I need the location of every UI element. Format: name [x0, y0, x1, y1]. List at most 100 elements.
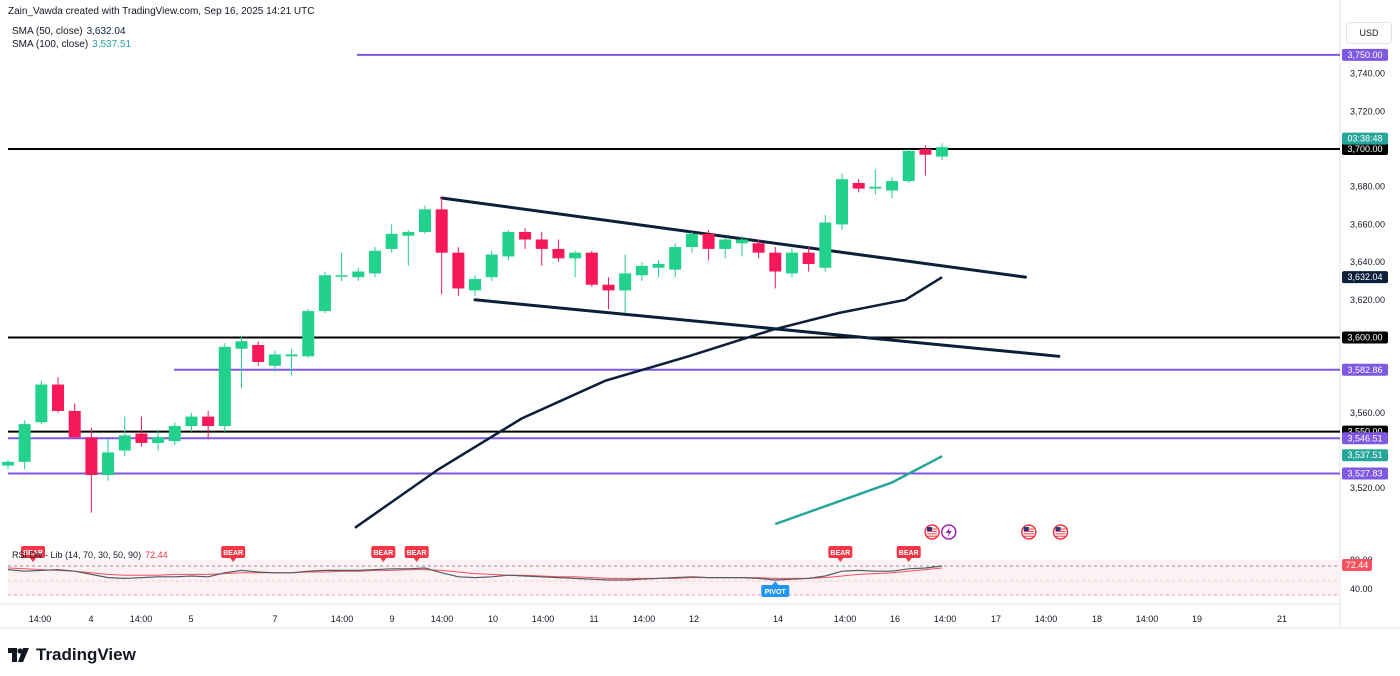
candle[interactable]: [2, 459, 14, 470]
candle[interactable]: [552, 239, 565, 263]
rsi-signal-pivot[interactable]: PIVOT: [761, 581, 790, 597]
candle[interactable]: [519, 228, 532, 249]
lightning-icon[interactable]: [941, 524, 957, 540]
candle[interactable]: [886, 177, 899, 199]
rsi-signal-bear[interactable]: BEAR: [221, 546, 246, 562]
price-tag-extra[interactable]: 3,632.04: [1342, 271, 1388, 284]
candle-body: [886, 181, 899, 191]
rsi-signal-bear[interactable]: BEAR: [404, 546, 429, 562]
candle-body: [685, 233, 698, 248]
candle[interactable]: [585, 250, 598, 287]
candle[interactable]: [385, 224, 398, 253]
candle[interactable]: [268, 350, 281, 372]
candle[interactable]: [102, 439, 115, 481]
candle[interactable]: [485, 250, 498, 281]
candle[interactable]: [185, 412, 198, 432]
price-tick-label: 3,640.00: [1350, 257, 1385, 267]
candle[interactable]: [685, 231, 698, 253]
tradingview-logo[interactable]: TradingView: [8, 642, 136, 668]
candle[interactable]: [318, 271, 331, 313]
candle[interactable]: [218, 343, 231, 432]
rsi-value-tag[interactable]: 72.44: [1342, 559, 1372, 571]
price-tag-extra[interactable]: 3,537.51: [1342, 449, 1388, 462]
candle[interactable]: [152, 429, 165, 451]
candle[interactable]: [702, 230, 715, 261]
candle[interactable]: [135, 416, 148, 447]
candle[interactable]: [735, 235, 748, 257]
price-tag-3,527.83[interactable]: 3,527.83: [1342, 467, 1388, 480]
currency-selector[interactable]: USD: [1346, 22, 1392, 44]
sma50-legend[interactable]: SMA (50, close) 3,632.04: [12, 26, 126, 38]
price-tag-3,582.86[interactable]: 3,582.86: [1342, 363, 1388, 376]
trendline-upper[interactable]: [440, 196, 1027, 279]
candle[interactable]: [35, 380, 48, 425]
tradingview-logo-text: TradingView: [36, 645, 136, 664]
candle[interactable]: [352, 267, 365, 281]
us-flag-icon[interactable]: [1052, 524, 1069, 540]
candle-body: [936, 147, 949, 157]
candle[interactable]: [419, 205, 431, 234]
candle[interactable]: [652, 260, 665, 278]
candle[interactable]: [752, 239, 765, 259]
candle[interactable]: [285, 348, 298, 376]
sma50-line[interactable]: [354, 276, 943, 529]
candle[interactable]: [469, 275, 482, 297]
candle[interactable]: [569, 250, 582, 278]
us-flag-icon[interactable]: [924, 524, 940, 540]
price-tick-label: 3,720.00: [1350, 106, 1385, 116]
candle[interactable]: [719, 237, 732, 259]
rsi-legend[interactable]: RSI Div - Lib (14, 70, 30, 50, 90) 72.44: [12, 549, 168, 561]
candle[interactable]: [785, 248, 798, 278]
rsi-value-bg: [1342, 559, 1372, 571]
candle[interactable]: [619, 254, 632, 313]
candle[interactable]: [302, 309, 315, 359]
time-tick-label: 14:00: [130, 614, 153, 624]
candle[interactable]: [435, 196, 448, 295]
rsi-signal-bear[interactable]: BEAR: [371, 546, 396, 562]
candle[interactable]: [902, 149, 915, 183]
candle[interactable]: [535, 231, 548, 266]
candle[interactable]: [602, 277, 615, 310]
price-tag-3,750.00[interactable]: 3,750.00: [1342, 48, 1388, 61]
candle[interactable]: [502, 230, 515, 261]
candle[interactable]: [18, 420, 31, 470]
price-tag-3,700.00[interactable]: 3,700.00: [1342, 143, 1388, 156]
candle[interactable]: [202, 410, 215, 440]
candle[interactable]: [802, 247, 815, 272]
candle[interactable]: [52, 377, 65, 413]
candle-body: [619, 273, 632, 291]
candle[interactable]: [402, 230, 415, 266]
rsi-signal-bear[interactable]: BEAR: [21, 546, 46, 562]
candle[interactable]: [836, 173, 848, 231]
candle[interactable]: [335, 252, 348, 281]
candle[interactable]: [452, 247, 465, 297]
candle[interactable]: [252, 341, 265, 366]
candle[interactable]: [852, 179, 865, 193]
candle[interactable]: [669, 243, 682, 278]
candle-body: [785, 252, 798, 274]
candle[interactable]: [869, 169, 882, 195]
candle[interactable]: [819, 214, 832, 272]
candle[interactable]: [635, 262, 648, 281]
us-flag-icon[interactable]: [1021, 524, 1037, 540]
rsi-signal-bear[interactable]: BEAR: [896, 546, 921, 562]
rsi-line[interactable]: [7, 565, 943, 581]
candle[interactable]: [368, 247, 381, 278]
candle[interactable]: [85, 427, 98, 513]
rsi-ma-line[interactable]: [7, 567, 943, 579]
price-tag-extra[interactable]: 03:38:48: [1342, 132, 1388, 145]
rsi-signal-bear[interactable]: BEAR: [828, 546, 853, 562]
candle[interactable]: [68, 403, 81, 440]
candle[interactable]: [919, 145, 932, 176]
candle[interactable]: [936, 143, 949, 161]
candle[interactable]: [769, 247, 782, 289]
price-tag-3,546.51[interactable]: 3,546.51: [1342, 432, 1388, 445]
sma100-legend[interactable]: SMA (100, close) 3,537.51: [12, 39, 131, 51]
price-tag-3,600.00[interactable]: 3,600.00: [1342, 331, 1388, 344]
candle[interactable]: [235, 335, 248, 389]
sma100-line[interactable]: [774, 455, 943, 526]
candle[interactable]: [118, 416, 131, 457]
candle[interactable]: [168, 422, 181, 445]
trendline-lower[interactable]: [473, 298, 1061, 358]
